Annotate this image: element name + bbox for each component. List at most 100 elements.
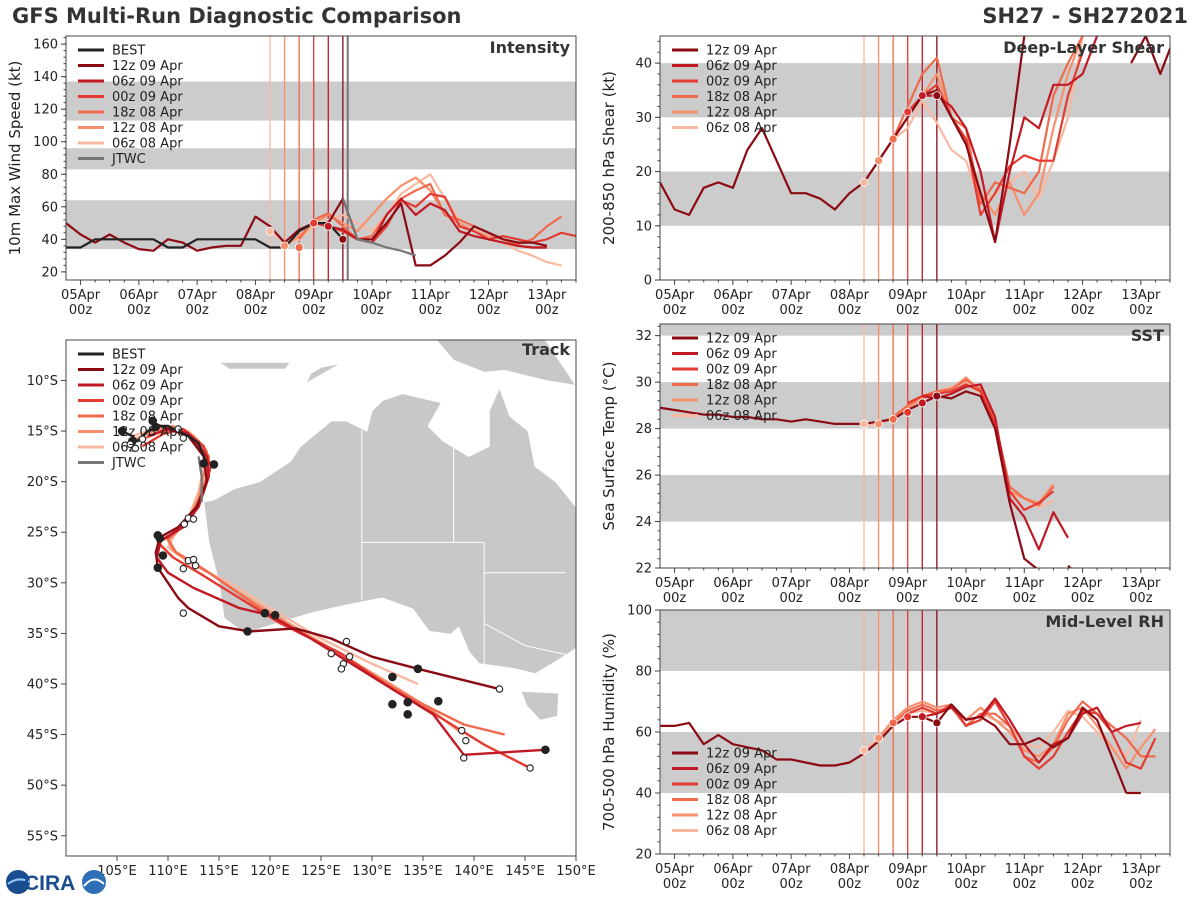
legend-label-12z-08-apr: 12z 08 Apr [112,425,183,440]
track-point-filled [153,563,163,572]
shear-xtick-label-day: 13Apr [1121,288,1161,303]
sst-ytick-label: 24 [635,515,652,530]
rh-marker-06z-08-apr [859,745,869,755]
legend-label-06z-08-apr: 06z 08 Apr [112,137,183,152]
legend-label-12z-09-apr: 12z 09 Apr [112,363,183,378]
legend-label-jtwc: JTWC [111,456,146,471]
track-lat-label: 50°S [27,779,58,794]
shear-xtick-label-day: 07Apr [772,288,812,303]
shear-xtick-label-day: 12Apr [1063,288,1103,303]
sst-frame [659,323,1171,569]
rh-ytick-label: 80 [635,665,652,680]
track-point-filled [413,664,423,674]
shear-xtick-label-hour: 00z [663,303,687,318]
track-point-filled [270,610,280,620]
legend-label-18z-08-apr: 18z 08 Apr [112,106,183,121]
track-point-filled [434,696,443,706]
shear-title: Deep-Layer Shear [1003,38,1164,57]
legend-label-06z-09-apr: 06z 09 Apr [706,762,777,777]
intensity-xtick-label-day: 11Apr [411,288,451,303]
legend-label-06z-09-apr: 06z 09 Apr [706,347,777,362]
sst-chart: 22242628303205Apr00z06Apr00z07Apr00z08Ap… [600,323,1171,606]
shear-xtick-label-hour: 00z [1013,303,1037,318]
shear-xtick-label-day: 10Apr [946,288,986,303]
track-lat-label: 35°S [27,627,58,642]
shear-ytick-label: 30 [635,111,652,126]
track-point-filled [403,697,413,707]
sst-marker-00z-09-apr [903,407,913,417]
sst-xtick-label-hour: 00z [721,591,745,606]
track-point-filled [541,745,550,755]
sst-band-2 [660,324,1170,336]
intensity-series-jtwc [341,198,417,257]
shear-ytick-label: 20 [635,165,652,180]
legend-label-best: BEST [112,44,145,59]
track-point-open [174,425,182,433]
rh-band-1 [660,610,1170,671]
sst-xtick-label-hour: 00z [663,591,687,606]
intensity-xtick-label-day: 06Apr [119,288,159,303]
sst-series-12z-09-apr [1067,564,1073,568]
legend-label-06z-09-apr: 06z 09 Apr [112,75,183,90]
shear-marker-12z-09-apr [932,91,942,101]
track-lat-label: 25°S [27,526,58,541]
intensity-xtick-label-hour: 00z [477,303,501,318]
legend-label-06z-08-apr: 06z 08 Apr [112,441,183,456]
shear-series-06z-09-apr [922,36,1099,244]
legend-label-12z-08-apr: 12z 08 Apr [112,121,183,136]
intensity-marker-12z-09-apr [338,234,348,244]
legend-label-18z-08-apr: 18z 08 Apr [112,410,183,425]
legend-label-12z-09-apr: 12z 09 Apr [706,747,777,762]
sst-xtick-label-hour: 00z [1071,591,1095,606]
intensity-xtick-label-hour: 00z [419,303,443,318]
shear-xtick-label-hour: 00z [896,303,920,318]
rh-xtick-label-day: 12Apr [1063,862,1103,877]
intensity-marker-06z-09-apr [323,221,333,231]
sst-xtick-label-day: 09Apr [888,576,928,591]
sst-xtick-label-day: 12Apr [1063,576,1103,591]
rh-title: Mid-Level RH [1045,612,1164,631]
rh-xtick-label-hour: 00z [838,877,862,892]
legend-label-18z-08-apr: 18z 08 Apr [706,378,777,393]
rh-xtick-label-hour: 00z [1071,877,1095,892]
track-lon-label: 135°E [403,864,443,879]
intensity-series-best [66,222,344,249]
track-chart: 10°S 15°S 20°S 25°S 30°S 35°S 40°S 45°S 50°S 55°S… [27,339,596,879]
track-point-open [126,440,135,448]
shear-frame [659,35,1171,281]
legend-label-00z-09-apr: 00z 09 Apr [706,363,777,378]
track-point-open [495,685,504,693]
sst-ytick-label: 26 [635,469,652,484]
sst-xtick-label-hour: 00z [838,591,862,606]
track-point-filled [209,460,219,469]
intensity-xtick-label-hour: 00z [244,303,268,318]
shear-xtick-label-hour: 00z [954,303,978,318]
track-lat-label: 10°S [27,374,58,389]
track-point-open [342,637,351,646]
rh-xtick-label-day: 08Apr [830,862,870,877]
track-point-open [131,444,140,453]
intensity-xtick-label-day: 05Apr [61,288,101,303]
track-point-open [191,561,200,570]
shear-xtick-label-day: 11Apr [1005,288,1045,303]
rh-marker-12z-09-apr [932,718,942,728]
track-lat-label: 15°S [27,425,58,440]
shear-xtick-label-hour: 00z [1129,303,1153,318]
shear-marker-18z-08-apr [888,134,898,144]
track-lat-label: 45°S [27,728,58,743]
shear-series-00z-09-apr [906,51,1084,216]
track-plot-area [66,340,576,856]
track-point-filled [388,699,397,709]
shear-chart: 01020304005Apr00z06Apr00z07Apr00z08Apr00… [600,35,1171,318]
track-lon-label: 110°E [148,864,188,879]
sst-xtick-label-day: 06Apr [713,576,753,591]
intensity-xtick-label-hour: 00z [185,303,209,318]
rh-xtick-label-day: 06Apr [713,862,753,877]
shear-xtick-label-day: 09Apr [888,288,928,303]
intensity-ylabel: 10m Max Wind Speed (kt) [6,61,24,256]
shear-marker-00z-09-apr [903,107,913,117]
legend-label-best: BEST [112,348,145,363]
rh-ylabel: 700-500 hPa Humidity (%) [600,633,618,831]
shear-xtick-label-day: 05Apr [655,288,695,303]
australia-landmass [203,386,576,675]
